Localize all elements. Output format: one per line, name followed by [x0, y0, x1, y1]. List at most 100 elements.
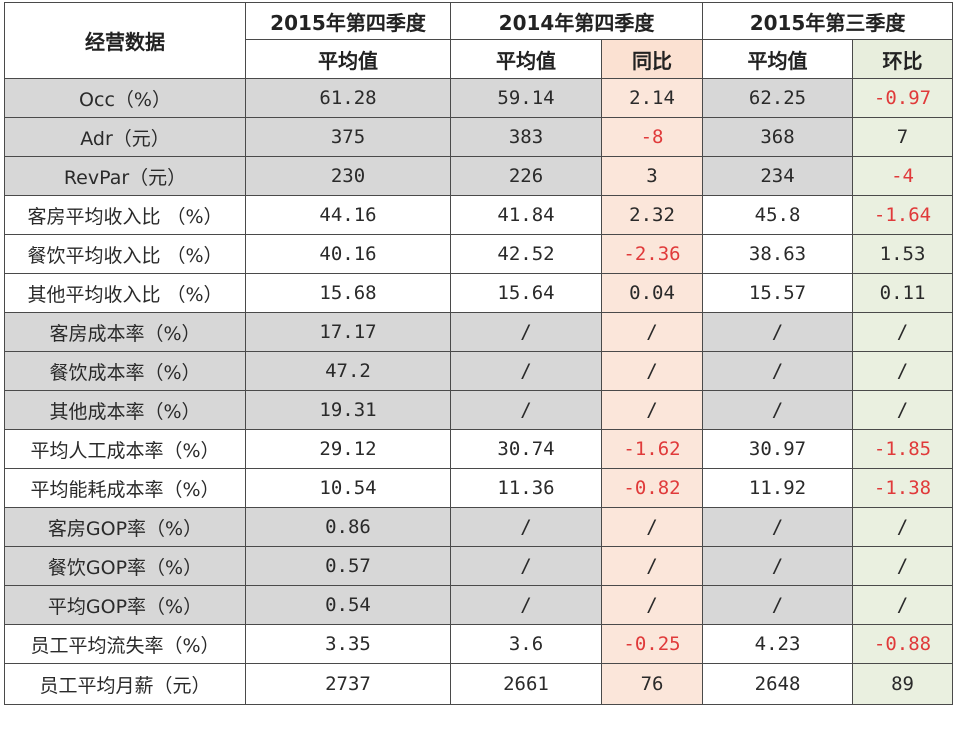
table-row: 其他成本率（%） 19.31// / / — [4, 390, 954, 430]
q4-2015-avg-cell: 0.57 — [245, 546, 451, 586]
yoy-cell: -0.82 — [600, 468, 704, 508]
table-row: 平均GOP率（%） 0.54// / / — [4, 585, 954, 625]
qoq-cell: 7 — [852, 117, 954, 157]
period-header-q4-2015: 2015年第四季度 — [245, 2, 451, 40]
q4-2014-avg-cell: 383 — [450, 117, 602, 157]
table-row: 其他平均收入比 （%） 15.68 15.64 0.04 15.57 0.11 — [4, 273, 954, 313]
yoy-cell: / — [600, 585, 704, 625]
yoy-cell: 2.14 — [600, 78, 704, 118]
table-row: 餐饮GOP率（%） 0.57// / / — [4, 546, 954, 586]
table-row: RevPar（元） 230 226 3 234 -4 — [4, 156, 954, 196]
q4-2014-avg-cell: 11.36 — [450, 468, 602, 508]
qoq-cell: -0.88 — [852, 624, 954, 664]
q4-2014-avg-cell: 42.52 — [450, 234, 602, 274]
yoy-cell: 3 — [600, 156, 704, 196]
avg-header-q3-2015: 平均值 — [702, 39, 854, 79]
q3-2015-avg-cell: 2648 — [702, 663, 854, 705]
q3-2015-avg-cell: 4.23 — [702, 624, 854, 664]
qoq-cell: / — [852, 507, 954, 547]
metric-cell: 餐饮GOP率（%） — [4, 546, 246, 586]
yoy-cell: 2.32 — [600, 195, 704, 235]
yoy-cell: / — [600, 351, 704, 391]
q3-2015-avg-cell: / — [702, 585, 854, 625]
q4-2015-avg-cell: 0.86 — [245, 507, 451, 547]
q4-2015-avg-cell: 0.54 — [245, 585, 451, 625]
q3-2015-avg-cell: / — [702, 312, 854, 352]
q3-2015-avg-cell: 38.63 — [702, 234, 854, 274]
yoy-cell: 76 — [600, 663, 704, 705]
qoq-cell: / — [852, 546, 954, 586]
q3-2015-avg-cell: 30.97 — [702, 429, 854, 469]
q4-2014-avg-cell: 59.14 — [450, 78, 602, 118]
q3-2015-avg-cell: / — [702, 507, 854, 547]
qoq-cell: 0.11 — [852, 273, 954, 313]
q4-2015-avg-cell: 375 — [245, 117, 451, 157]
q4-2014-avg-cell: / — [450, 312, 602, 352]
yoy-cell: / — [600, 507, 704, 547]
qoq-cell: / — [852, 312, 954, 352]
table-row: 员工平均流失率（%） 3.35 3.6 -0.25 4.23 -0.88 — [4, 624, 954, 664]
avg-header-q4-2014: 平均值 — [450, 39, 602, 79]
metric-cell: 平均能耗成本率（%） — [4, 468, 246, 508]
q4-2014-avg-cell: 30.74 — [450, 429, 602, 469]
q3-2015-avg-cell: / — [702, 546, 854, 586]
qoq-cell: -1.64 — [852, 195, 954, 235]
metric-cell: Adr（元） — [4, 117, 246, 157]
q4-2015-avg-cell: 19.31 — [245, 390, 451, 430]
q3-2015-avg-cell: 45.8 — [702, 195, 854, 235]
avg-header-q4-2015: 平均值 — [245, 39, 451, 79]
q3-2015-avg-cell: 11.92 — [702, 468, 854, 508]
q3-2015-avg-cell: 62.25 — [702, 78, 854, 118]
yoy-cell: -1.62 — [600, 429, 704, 469]
q3-2015-avg-cell: / — [702, 390, 854, 430]
header-row-measures: 平均值 平均值 同比 平均值 环比 — [5, 39, 954, 79]
q3-2015-avg-cell: 234 — [702, 156, 854, 196]
metric-cell: Occ（%） — [4, 78, 246, 118]
metric-cell: RevPar（元） — [4, 156, 246, 196]
period-header-q4-2014: 2014年第四季度 — [449, 2, 704, 40]
q3-2015-avg-cell: 368 — [702, 117, 854, 157]
table-row: 平均能耗成本率（%） 10.54 11.36 -0.82 11.92 -1.38 — [4, 468, 954, 508]
q4-2015-avg-cell: 15.68 — [245, 273, 451, 313]
q4-2015-avg-cell: 29.12 — [245, 429, 451, 469]
yoy-cell: -8 — [600, 117, 704, 157]
qoq-header: 环比 — [852, 39, 954, 79]
table-row: 客房GOP率（%） 0.86// / / — [4, 507, 954, 547]
q4-2015-avg-cell: 47.2 — [245, 351, 451, 391]
yoy-header: 同比 — [600, 39, 704, 79]
q4-2015-avg-cell: 61.28 — [245, 78, 451, 118]
q4-2014-avg-cell: 3.6 — [450, 624, 602, 664]
table-body: Occ（%） 61.28 59.14 2.14 62.25 -0.97 Adr（元） 375 3… — [4, 78, 954, 705]
table-row: 员工平均月薪（元） 2737 2661 76 2648 89 — [4, 663, 954, 705]
metric-column-header: 经营数据 — [4, 2, 246, 79]
qoq-cell: -4 — [852, 156, 954, 196]
q3-2015-avg-cell: 15.57 — [702, 273, 854, 313]
metric-cell: 平均GOP率（%） — [4, 585, 246, 625]
yoy-cell: / — [600, 390, 704, 430]
q4-2014-avg-cell: 2661 — [450, 663, 602, 705]
metric-cell: 餐饮平均收入比 （%） — [4, 234, 246, 274]
header-row-periods: 经营数据 2015年第四季度 2014年第四季度 2015年第三季度 — [4, 2, 954, 79]
metric-cell: 客房成本率（%） — [4, 312, 246, 352]
table-row: 客房成本率（%） 17.17// / / — [4, 312, 954, 352]
qoq-cell: -1.38 — [852, 468, 954, 508]
qoq-cell: / — [852, 585, 954, 625]
q4-2015-avg-cell: 230 — [245, 156, 451, 196]
metric-cell: 餐饮成本率（%） — [4, 351, 246, 391]
q4-2015-avg-cell: 3.35 — [245, 624, 451, 664]
q4-2014-avg-cell: 15.64 — [450, 273, 602, 313]
yoy-cell: -2.36 — [600, 234, 704, 274]
qoq-cell: -0.97 — [852, 78, 954, 118]
qoq-cell: / — [852, 351, 954, 391]
yoy-cell: 0.04 — [600, 273, 704, 313]
q4-2015-avg-cell: 44.16 — [245, 195, 451, 235]
q4-2014-avg-cell: 41.84 — [450, 195, 602, 235]
q4-2014-avg-cell: / — [450, 507, 602, 547]
table-row: 餐饮成本率（%） 47.2// / / — [4, 351, 954, 391]
table-row: 平均人工成本率（%） 29.12 30.74 -1.62 30.97 -1.85 — [4, 429, 954, 469]
q4-2015-avg-cell: 10.54 — [245, 468, 451, 508]
q4-2015-avg-cell: 40.16 — [245, 234, 451, 274]
q4-2014-avg-cell: / — [450, 546, 602, 586]
table-row: Occ（%） 61.28 59.14 2.14 62.25 -0.97 — [4, 78, 954, 118]
qoq-cell: 1.53 — [852, 234, 954, 274]
